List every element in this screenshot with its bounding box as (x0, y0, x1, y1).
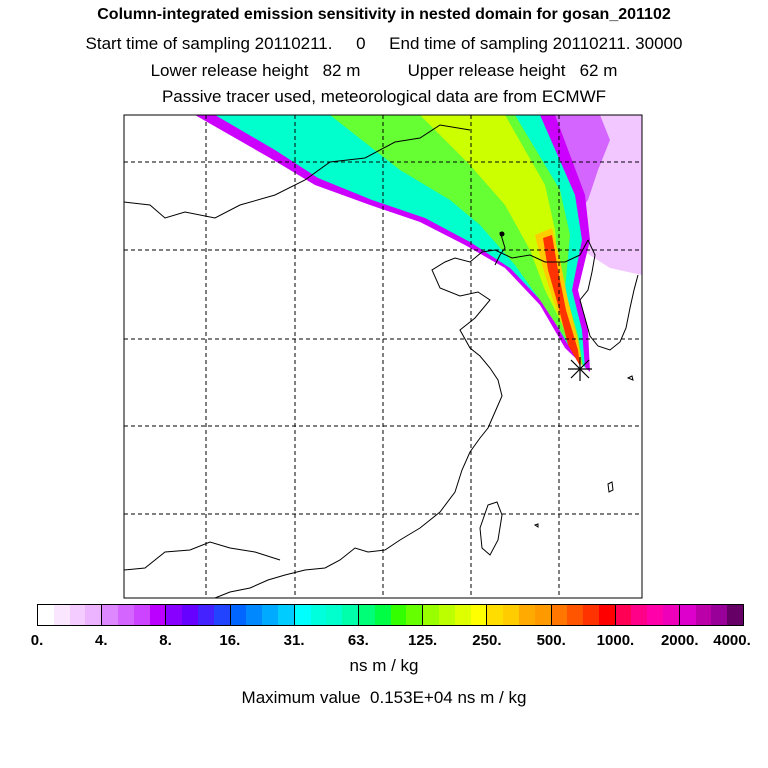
colorbar (37, 604, 744, 626)
colorbar-segment (422, 605, 487, 625)
colorbar-tick-label: 16. (219, 632, 241, 649)
colorbar-segment (357, 605, 423, 625)
colorbar-segment (165, 605, 230, 625)
colorbar-tick-label: 2000. (660, 632, 699, 649)
colorbar-segment (486, 605, 551, 625)
map-frame-border (123, 114, 643, 599)
colorbar-tick-label: 63. (347, 632, 369, 649)
taiwan-island (479, 501, 503, 556)
colorbar-tick-label: 4. (95, 632, 108, 649)
colorbar-units: ns m / kg (349, 656, 419, 675)
colorbar-segment (550, 605, 615, 625)
plume-band-red (543, 235, 580, 366)
colorbar-tick-label: 500. (536, 632, 566, 649)
lat-lon-grid (124, 115, 642, 598)
colorbar-tick-label: 4000. (713, 632, 751, 649)
northern-border-line (124, 124, 471, 219)
coastlines (124, 124, 639, 598)
colorbar-segment (678, 605, 744, 625)
colorbar-tick-label: 1000. (596, 632, 635, 649)
release-height-line: Lower release height 82 m Upper release … (150, 61, 618, 80)
tracer-info-line: Passive tracer used, meteorological data… (161, 87, 607, 106)
colorbar-tick-label: 31. (283, 632, 305, 649)
emission-sensitivity-map (123, 114, 643, 599)
colorbar-tick-label: 250. (472, 632, 502, 649)
colorbar-segment (38, 605, 102, 625)
colorbar-tick-label: 8. (159, 632, 172, 649)
small-island-2 (607, 481, 614, 493)
colorbar-segment (293, 605, 358, 625)
plume-layer (195, 115, 642, 372)
colorbar-tick-label: 125. (408, 632, 438, 649)
colorbar-segment (614, 605, 679, 625)
release-site-star-icon (568, 357, 592, 381)
beijing-point (499, 231, 505, 237)
colorbar-segment (101, 605, 166, 625)
small-island-3 (533, 523, 539, 528)
maximum-value-text: Maximum value 0.153E+04 ns m / kg (241, 688, 527, 707)
sampling-time-line: Start time of sampling 20110211. 0 End t… (85, 34, 683, 53)
southern-china-border (124, 541, 281, 571)
china-coastline (214, 239, 589, 598)
korea-peninsula-coast (579, 239, 639, 351)
colorbar-tick-label: 0. (30, 632, 44, 649)
small-island-1 (626, 375, 634, 381)
colorbar-segment (229, 605, 294, 625)
plot-title: Column-integrated emission sensitivity i… (97, 6, 671, 23)
